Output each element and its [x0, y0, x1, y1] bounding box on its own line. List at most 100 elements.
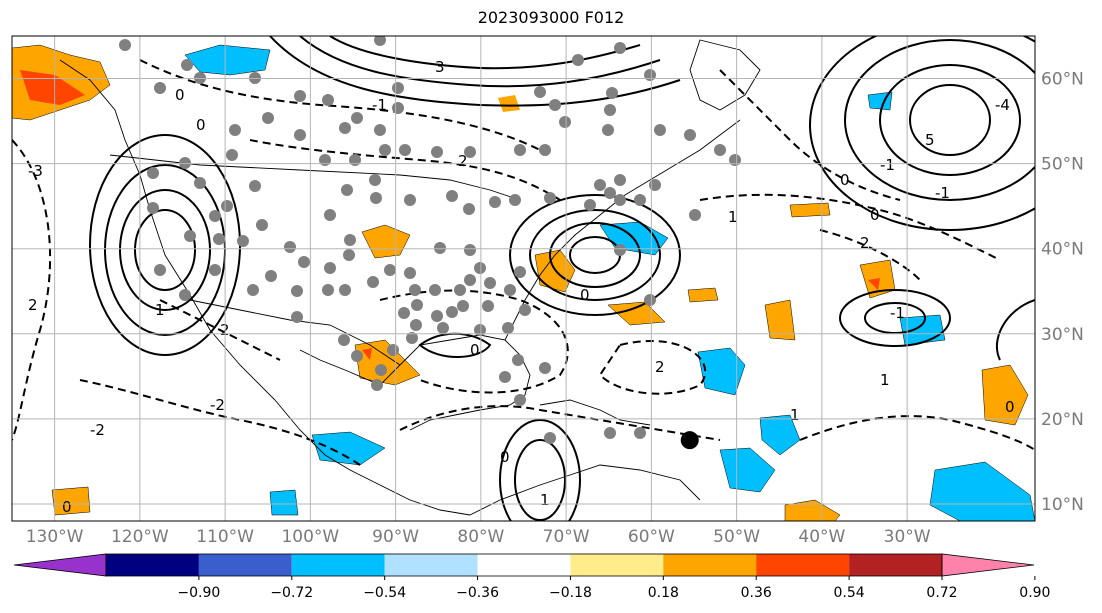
contour-solid-north-1	[299, 36, 661, 88]
station-dot	[351, 350, 363, 362]
colorbar-tick-label: 0.18	[648, 585, 679, 601]
station-dot	[411, 299, 423, 311]
station-dot	[504, 284, 516, 296]
station-dot	[502, 322, 514, 334]
lon-tick-label: 100°W	[281, 527, 339, 547]
station-dot	[604, 427, 616, 439]
colorbar-tick-label: 0.36	[741, 585, 772, 601]
station-dot	[229, 124, 241, 136]
station-dot	[209, 210, 221, 222]
station-dot	[499, 371, 511, 383]
lat-tick-label: 30°N	[1041, 325, 1084, 345]
contour-mid-atlantic-2	[839, 289, 951, 347]
station-dot	[634, 194, 646, 206]
station-dot	[154, 264, 166, 276]
station-dot	[392, 82, 404, 94]
station-dot	[247, 284, 259, 296]
station-dot	[322, 284, 334, 296]
contour-high-west-1	[134, 209, 196, 291]
station-dot	[284, 241, 296, 253]
station-dot	[262, 112, 274, 124]
colorbar-tick-label: −0.36	[456, 585, 499, 601]
lat-tick-label: 20°N	[1041, 410, 1084, 430]
station-dot	[399, 144, 411, 156]
station-dot	[606, 87, 618, 99]
station-dot	[572, 54, 584, 66]
contour-high-ne-3	[844, 39, 1035, 201]
station-dot	[482, 300, 494, 312]
contour-high-east-4	[509, 194, 681, 316]
coast-east	[504, 119, 741, 341]
station-dot	[265, 270, 277, 282]
station-dot	[431, 146, 443, 158]
station-dot	[370, 192, 382, 204]
shade-orange-far-east	[981, 364, 1029, 426]
contour-label: -3	[28, 162, 43, 180]
station-dot	[484, 277, 496, 289]
colorbar-outline	[105, 553, 943, 577]
contour-label: -2	[90, 421, 105, 439]
station-dot	[446, 306, 458, 318]
colorbar-segment	[849, 554, 942, 576]
shade-red-mexico	[362, 348, 372, 360]
contour-label: 5	[925, 131, 935, 149]
station-dot	[147, 167, 159, 179]
contour-dashed-1	[12, 139, 52, 441]
contour-dashed-5	[598, 340, 707, 395]
station-dot	[374, 36, 386, 46]
contour-dashed-6	[699, 193, 1001, 261]
station-dot	[256, 219, 268, 231]
station-dot	[409, 284, 421, 296]
station-dot	[379, 144, 391, 156]
station-dot	[614, 42, 626, 54]
colorbar-segment	[477, 554, 571, 576]
contour-solid-low	[418, 332, 492, 358]
contour-label: 2	[28, 296, 38, 314]
station-dot	[154, 82, 166, 94]
contour-label: 2	[655, 358, 665, 376]
contour-high-south-2	[499, 419, 581, 521]
contour-label: 1	[540, 491, 550, 509]
station-dot	[644, 294, 656, 306]
station-dot	[559, 116, 571, 128]
station-dot	[454, 284, 466, 296]
station-dot	[398, 307, 410, 319]
contour-labels: 0 0 0 0 0 0 0 0 0 1 1 1 1 1 -1 -1 -1 -1 …	[28, 58, 1015, 516]
station-dot	[384, 264, 396, 276]
contour-dashed-7	[819, 229, 921, 281]
colorbar-extend-left	[13, 553, 107, 577]
station-dot	[474, 324, 486, 336]
colorbar-tick-label: −0.54	[363, 585, 406, 601]
station-dot	[714, 144, 726, 156]
shade-orange-atlantic-4	[789, 202, 831, 218]
station-dot	[184, 230, 196, 242]
station-dot	[392, 102, 404, 114]
shade-orange-atlantic-1	[607, 301, 666, 326]
colorbar-segment	[291, 554, 385, 576]
shaded-regions	[12, 44, 1035, 521]
station-dot	[594, 179, 606, 191]
colorbar-tick-label: −0.18	[549, 585, 592, 601]
station-dot	[614, 244, 626, 256]
station-dot	[464, 244, 476, 256]
station-dot	[489, 196, 501, 208]
coast-caribbean	[539, 399, 651, 426]
station-dot	[179, 157, 191, 169]
contour-high-west-2	[119, 189, 211, 311]
station-dot	[539, 362, 551, 374]
station-dot	[387, 344, 399, 356]
station-dot	[431, 310, 443, 322]
shade-blue-caribbean-2	[759, 414, 801, 456]
station-dot	[434, 242, 446, 254]
shade-orange-bottom	[784, 499, 841, 521]
contour-label: 1	[728, 208, 738, 226]
colorbar-tick-label: 0.72	[926, 585, 957, 601]
station-dot	[634, 427, 646, 439]
station-dot	[181, 59, 193, 71]
contour-label: -1	[935, 184, 950, 202]
station-dot	[539, 144, 551, 156]
station-dot	[324, 262, 336, 274]
station-dot	[371, 379, 383, 391]
station-dot	[194, 177, 206, 189]
